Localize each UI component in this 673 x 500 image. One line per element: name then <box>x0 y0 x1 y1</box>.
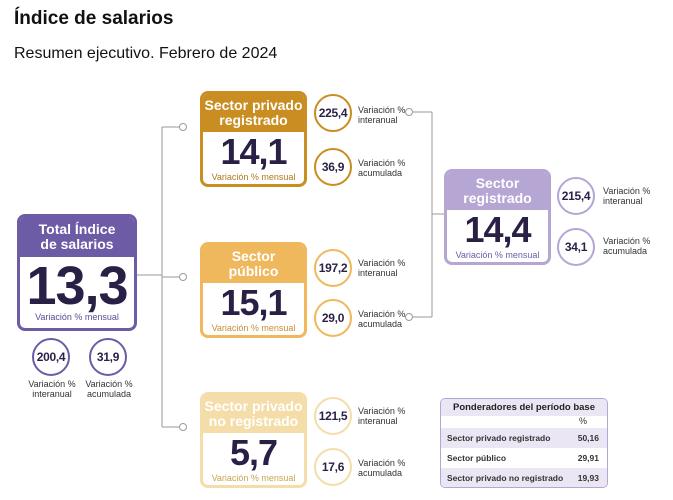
privado-card: Sector privado registrado 14,1 Variación… <box>200 91 307 187</box>
label-line: Variación % <box>358 258 406 268</box>
row-label: Sector público <box>447 453 507 463</box>
registrado-acumulada-label: Variación % acumulada <box>603 236 650 256</box>
registrado-card: Sector registrado 14,4 Variación % mensu… <box>444 169 551 265</box>
page-title: Índice de salarios <box>14 8 174 29</box>
label-line: Variación % <box>603 186 651 196</box>
connector-dot <box>179 423 187 431</box>
privado-title-line1: Sector privado <box>204 97 303 114</box>
label-line: interanual <box>603 196 643 206</box>
no-registrado-title-line1: Sector privado <box>204 398 303 415</box>
label-line: acumulada <box>603 246 648 256</box>
connector-dot <box>179 123 187 131</box>
registrado-monthly-value: 14,4 <box>464 209 531 250</box>
no-registrado-monthly-value: 5,7 <box>229 432 278 473</box>
publico-title-line2: público <box>228 263 279 279</box>
total-card-title: Total Índice de salarios <box>20 217 134 257</box>
registrado-title-line2: registrado <box>463 190 532 206</box>
total-card: Total Índice de salarios 13,3 Variación … <box>17 214 137 331</box>
total-acumulada-circle: 31,9 <box>89 338 127 376</box>
row-value: 50,16 <box>577 433 599 443</box>
publico-card-title: Sector público <box>203 245 304 283</box>
no-registrado-acumulada-label: Variación % acumulada <box>358 458 405 478</box>
ponderadores-unit: % <box>578 416 587 426</box>
ponderadores-table: Ponderadores del período base % Sector p… <box>440 398 608 488</box>
registrado-interanual-circle: 215,4 <box>557 177 595 215</box>
label-line: Variación % <box>603 236 651 246</box>
label-line: interanual <box>358 416 398 426</box>
label-line: acumulada <box>358 319 403 329</box>
registrado-monthly-caption: Variación % mensual <box>455 250 540 260</box>
label-line: interanual <box>358 115 398 125</box>
total-acumulada-label: Variación % acumulada <box>80 379 138 399</box>
label-line: Variación % <box>358 158 406 168</box>
row-value: 29,91 <box>577 453 599 463</box>
publico-interanual-label: Variación % interanual <box>358 258 405 278</box>
row-label: Sector privado registrado <box>447 433 551 443</box>
connector-dot <box>179 273 187 281</box>
privado-monthly-value: 14,1 <box>220 131 287 172</box>
publico-monthly-value: 15,1 <box>220 282 287 323</box>
no-registrado-card: Sector privado no registrado 5,7 Variaci… <box>200 392 307 488</box>
no-registrado-title-line2: no registrado <box>208 413 299 429</box>
label-line: interanual <box>32 389 72 399</box>
registrado-title-line1: Sector <box>475 175 520 192</box>
total-interanual-circle: 200,4 <box>32 338 70 376</box>
ponderadores-title: Ponderadores del período base <box>441 399 607 416</box>
table-row: Sector privado registrado 50,16 <box>441 428 607 448</box>
no-registrado-interanual-circle: 121,5 <box>314 397 352 435</box>
privado-acumulada-label: Variación % acumulada <box>358 158 405 178</box>
publico-monthly-caption: Variación % mensual <box>211 323 296 333</box>
row-label: Sector privado no registrado <box>447 473 564 483</box>
registrado-acumulada-circle: 34,1 <box>557 228 595 266</box>
publico-interanual-circle: 197,2 <box>314 249 352 287</box>
privado-card-title: Sector privado registrado <box>203 94 304 132</box>
registrado-interanual-label: Variación % interanual <box>603 186 650 206</box>
no-registrado-acumulada-circle: 17,6 <box>314 448 352 486</box>
privado-interanual-circle: 225,4 <box>314 94 352 132</box>
publico-card: Sector público 15,1 Variación % mensual <box>200 242 307 338</box>
label-line: acumulada <box>358 468 403 478</box>
label-line: Variación % <box>28 379 76 389</box>
publico-acumulada-label: Variación % acumulada <box>358 309 405 329</box>
label-line: Variación % <box>85 379 133 389</box>
label-line: acumulada <box>86 389 132 399</box>
total-title-line1: Total Índice <box>38 221 116 238</box>
table-row: Sector privado no registrado 19,93 <box>441 468 607 487</box>
label-line: Variación % <box>358 105 406 115</box>
no-registrado-card-title: Sector privado no registrado <box>203 395 304 433</box>
connector-dot <box>405 108 413 116</box>
connector-dot <box>405 313 413 321</box>
page-subtitle: Resumen ejecutivo. Febrero de 2024 <box>14 45 278 62</box>
privado-interanual-label: Variación % interanual <box>358 105 405 125</box>
label-line: Variación % <box>358 458 406 468</box>
row-value: 19,93 <box>577 473 599 483</box>
label-line: acumulada <box>358 168 403 178</box>
label-line: Variación % <box>358 309 406 319</box>
total-title-line2: de salarios <box>40 236 114 252</box>
total-monthly-caption: Variación % mensual <box>35 312 119 322</box>
no-registrado-interanual-label: Variación % interanual <box>358 406 405 426</box>
label-line: interanual <box>358 268 398 278</box>
privado-acumulada-circle: 36,9 <box>314 148 352 186</box>
table-row: Sector público 29,91 <box>441 448 607 468</box>
privado-title-line2: registrado <box>219 112 288 128</box>
registrado-card-title: Sector registrado <box>447 172 548 210</box>
total-monthly-value: 13,3 <box>26 256 128 316</box>
privado-monthly-caption: Variación % mensual <box>211 172 296 182</box>
no-registrado-monthly-caption: Variación % mensual <box>211 473 296 483</box>
publico-title-line1: Sector <box>231 248 276 265</box>
publico-acumulada-circle: 29,0 <box>314 299 352 337</box>
label-line: Variación % <box>358 406 406 416</box>
total-interanual-label: Variación % interanual <box>22 379 82 399</box>
